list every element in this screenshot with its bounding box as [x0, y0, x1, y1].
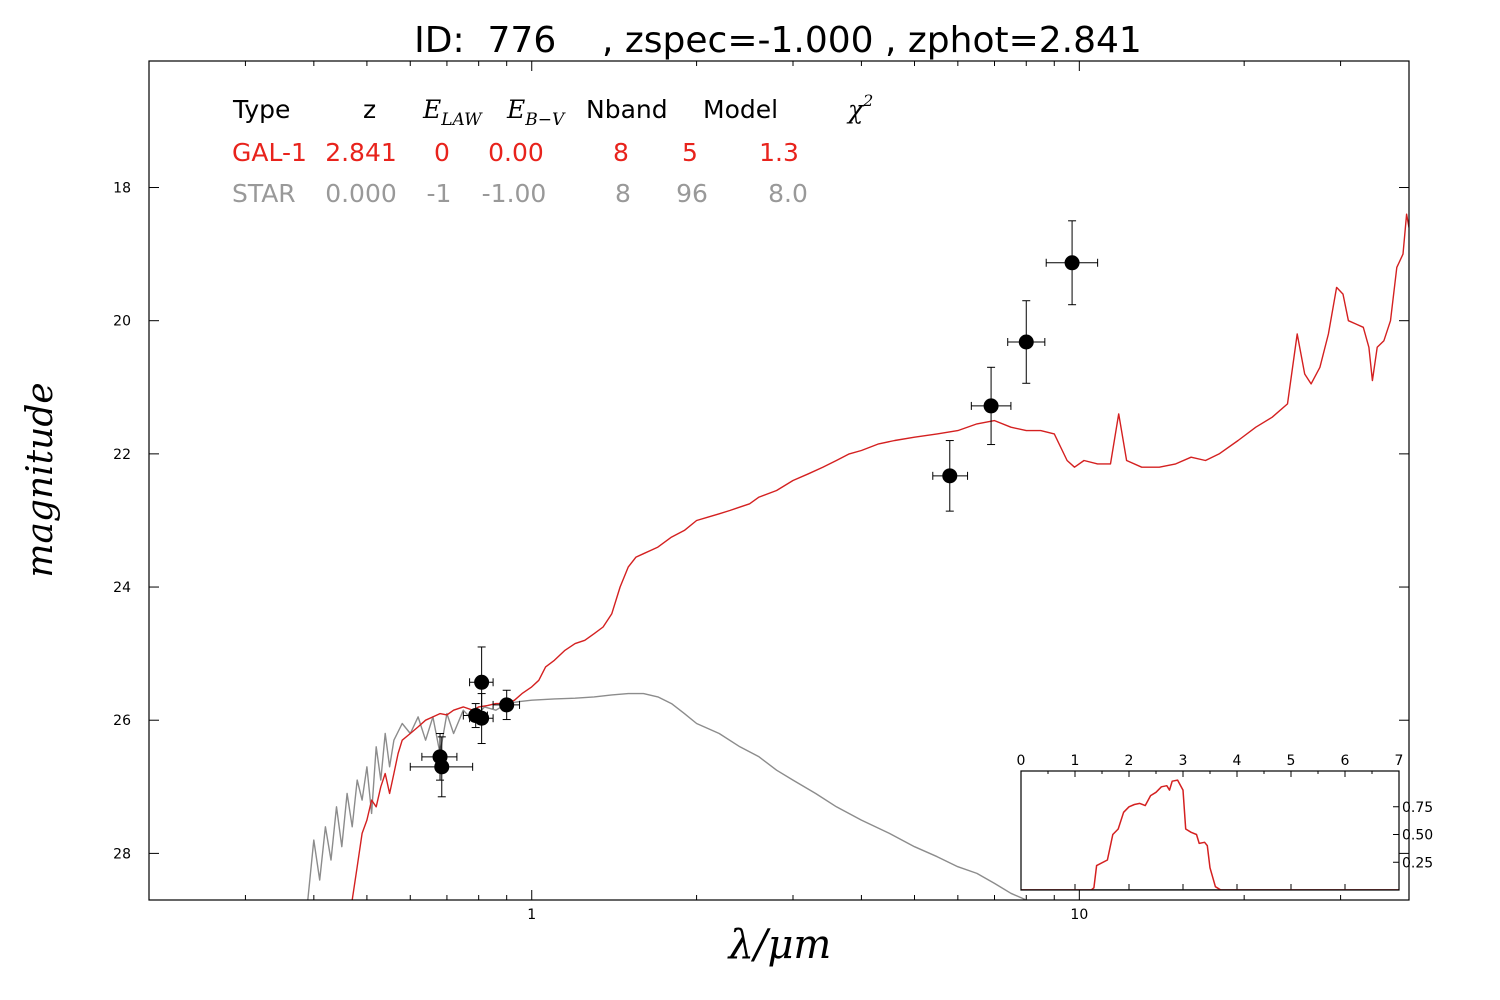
row-ebv: -1.00 [482, 179, 547, 208]
plot-frame [148, 60, 1410, 901]
photometry-point [469, 646, 494, 719]
photometry-point [409, 736, 474, 798]
photometry-marker [1064, 255, 1080, 271]
inset-pdz-plot: 0 1 2 3 4 5 6 7 0.25 0.50 0.75 [1017, 753, 1433, 891]
inset-x-tick-label: 1 [1071, 753, 1080, 769]
y-tick-label: 20 [113, 314, 131, 330]
y-tick-label: 28 [113, 846, 131, 862]
y-axis-label: magnitude [20, 382, 61, 577]
header-chi-sup: 2 [862, 91, 873, 110]
row-type: STAR [232, 179, 296, 208]
y-tick-label: 18 [113, 181, 131, 197]
photometry-point [1007, 300, 1046, 384]
star-model-line [307, 692, 1027, 900]
photometry-marker [942, 468, 958, 484]
photometry-marker [434, 759, 450, 775]
row-chi2: 1.3 [759, 138, 799, 167]
header-nband: Nband [586, 95, 668, 124]
row-elaw: -1 [427, 179, 452, 208]
legend-table: Type z ELAW EB−V Nband Model χ2 GAL-1 2.… [232, 91, 873, 208]
x-tick-label: 1 [527, 907, 536, 923]
photometry-point [492, 689, 521, 721]
x-tick-label: 10 [1070, 907, 1088, 923]
y-tick-label: 26 [113, 713, 131, 729]
y-tick-label: 22 [113, 447, 131, 463]
x-axis-label: λ/μm [727, 922, 832, 968]
inset-x-tick-label: 6 [1341, 753, 1350, 769]
photometry-point [1045, 220, 1099, 306]
header-ebv-main: E [506, 95, 525, 124]
inset-x-tick-label: 4 [1233, 753, 1242, 769]
photometry-marker [474, 710, 490, 726]
inset-y-tick-label: 0.25 [1402, 855, 1433, 871]
row-model: 96 [676, 179, 708, 208]
inset-y-tick-label: 0.75 [1402, 800, 1433, 816]
photometry-point [932, 440, 969, 512]
header-model: Model [703, 95, 778, 124]
header-ebv: EB−V [506, 95, 566, 130]
row-model: 5 [682, 138, 698, 167]
header-ebv-sub: B−V [524, 110, 566, 130]
photometry-marker [983, 398, 999, 414]
y-tick-label: 24 [113, 580, 131, 596]
header-elaw-main: E [422, 95, 441, 124]
header-elaw: ELAW [422, 95, 483, 130]
row-nband: 8 [615, 179, 631, 208]
inset-y-tick-label: 0.50 [1402, 828, 1433, 844]
inset-pdz-line [1021, 779, 1399, 890]
row-z: 2.841 [325, 138, 397, 167]
galaxy-model-line [351, 213, 1409, 900]
chart-title: ID: 776 , zspec=-1.000 , zphot=2.841 [414, 20, 1142, 61]
row-type: GAL-1 [232, 138, 307, 167]
photometry-marker [499, 697, 515, 713]
photometry-point [469, 693, 494, 745]
inset-frame [1020, 770, 1400, 891]
inset-x-tick-label: 5 [1287, 753, 1296, 769]
row-ebv: 0.00 [488, 138, 544, 167]
photometry-point [970, 366, 1012, 446]
inset-x-tick-label: 2 [1125, 753, 1134, 769]
photometry-marker [474, 674, 490, 690]
header-z: z [363, 95, 376, 124]
header-type: Type [232, 95, 290, 124]
row-chi2: 8.0 [768, 179, 808, 208]
legend-row-gal: GAL-1 2.841 0 0.00 8 5 1.3 [232, 138, 799, 167]
inset-x-tick-label: 3 [1179, 753, 1188, 769]
row-nband: 8 [613, 138, 629, 167]
inset-x-tick-label: 7 [1395, 753, 1404, 769]
inset-x-tick-label: 0 [1017, 753, 1026, 769]
row-elaw: 0 [434, 138, 450, 167]
header-chi2: χ2 [846, 91, 873, 124]
row-z: 0.000 [325, 179, 397, 208]
photometry-marker [1018, 334, 1034, 350]
header-chi: χ [846, 95, 865, 124]
legend-row-star: STAR 0.000 -1 -1.00 8 96 8.0 [232, 179, 808, 208]
header-elaw-sub: LAW [440, 110, 483, 130]
